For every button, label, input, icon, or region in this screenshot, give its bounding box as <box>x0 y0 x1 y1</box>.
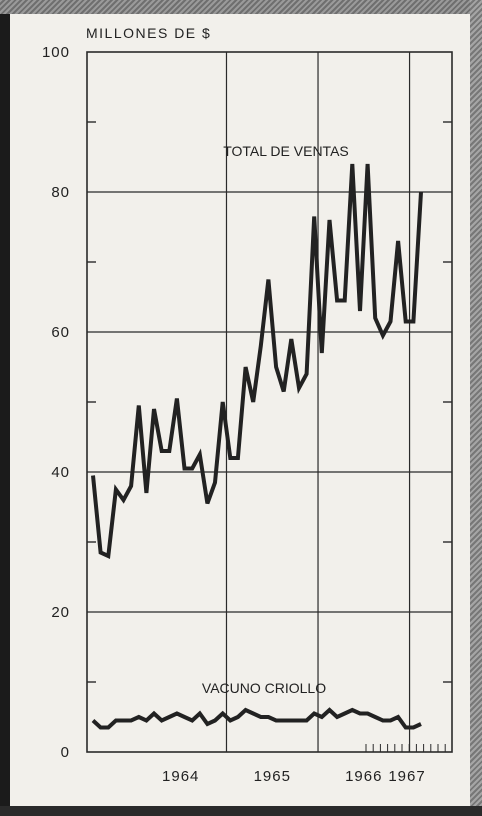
series-line-total-de-ventas <box>91 163 423 559</box>
series-label-total-de-ventas: TOTAL DE VENTAS <box>223 143 349 159</box>
page-edge-bottom <box>0 806 482 816</box>
x-tick-label: 1965 <box>254 768 291 785</box>
y-tick-label: 80 <box>51 184 70 201</box>
series-label-vacuno-criollo: VACUNO CRIOLLO <box>202 680 326 696</box>
chart-labels: 0 20 40 60 80 100 1964 1965 1966 1967 TOTAL DE VEN… <box>42 44 425 785</box>
x-tick-label: 1966 <box>345 768 382 785</box>
y-tick-label: 100 <box>42 44 70 61</box>
chart-axes <box>86 51 453 753</box>
y-tick-label: 60 <box>51 324 70 341</box>
y-tick-label: 0 <box>61 744 70 761</box>
page-edge-right <box>470 0 482 816</box>
series-line-vacuno-criollo <box>91 707 422 730</box>
y-axis-unit-label: MILLONES DE $ <box>86 25 211 41</box>
x-tick-label: 1964 <box>162 768 199 785</box>
y-tick-label: 40 <box>51 464 70 481</box>
chart-series <box>91 163 423 730</box>
x-tick-label: 1967 <box>388 768 425 785</box>
y-tick-label: 20 <box>51 604 70 621</box>
chart-grid <box>87 52 452 752</box>
page-edge-top <box>0 0 482 14</box>
